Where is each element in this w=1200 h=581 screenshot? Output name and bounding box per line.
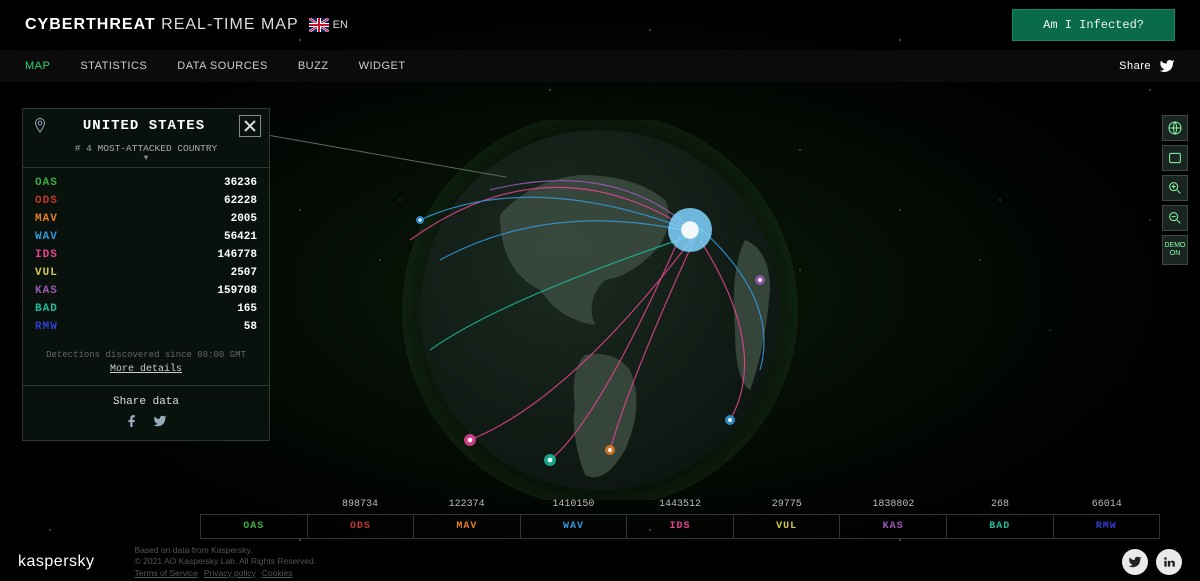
nav-bar: MAP STATISTICS DATA SOURCES BUZZ WIDGET Shar… [0,50,1200,82]
stat-row-mav: MAV2005 [35,210,257,228]
twitter-icon [1159,58,1175,74]
stat-row-ids: IDS146778 [35,246,257,264]
footer-linkedin-button[interactable] [1156,549,1182,575]
footer-link[interactable]: Privacy policy [204,568,256,578]
legend-item-kas[interactable]: KAS [840,515,947,538]
legend-counts: 8987341223741410150144351229775183880226… [200,499,1160,514]
legend-item-ids[interactable]: IDS [627,515,734,538]
kaspersky-logo[interactable]: kaspersky [18,553,95,571]
legend-item-oas[interactable]: OAS [201,515,308,538]
share-nav[interactable]: Share [1119,58,1175,74]
language-selector[interactable]: EN [309,18,348,32]
footer-legal: Based on data from Kaspersky. © 2021 AO … [135,545,317,578]
language-code: EN [333,19,348,31]
zoom-in-button[interactable] [1162,175,1188,201]
legend-count-bad: 268 [947,499,1054,514]
nav-item-widget[interactable]: WIDGET [359,60,406,72]
globe-view-button[interactable] [1162,115,1188,141]
nav-item-map[interactable]: MAP [25,60,50,72]
footer-links: Terms of Service Privacy policy Cookies [135,568,317,579]
facebook-icon[interactable] [125,414,139,428]
footer-link[interactable]: Terms of Service [135,568,198,578]
more-details-link[interactable]: More details [23,364,269,385]
footer-twitter-button[interactable] [1122,549,1148,575]
demo-toggle-button[interactable]: DEMO ON [1162,235,1188,265]
map-controls: DEMO ON [1162,115,1188,265]
panel-rank[interactable]: # 4 MOST-ATTACKED COUNTRY ▼ [23,143,269,167]
footer: kaspersky Based on data from Kaspersky. … [0,543,1200,581]
legend-item-mav[interactable]: MAV [414,515,521,538]
share-label: Share [1119,60,1151,72]
legend-item-wav[interactable]: WAV [521,515,628,538]
nav-items: MAP STATISTICS DATA SOURCES BUZZ WIDGET [25,60,436,72]
share-data-block: Share data [23,385,269,440]
flat-view-button[interactable] [1162,145,1188,171]
legend-count-ids: 1443512 [627,499,734,514]
infected-check-button[interactable]: Am I Infected? [1012,9,1175,41]
panel-close-button[interactable] [239,115,261,137]
stat-row-vul: VUL2507 [35,264,257,282]
brand-light: REAL-TIME MAP [161,16,298,33]
twitter-icon[interactable] [153,414,167,428]
brand: CYBERTHREAT REAL-TIME MAP [25,16,299,34]
panel-stats: OAS36236ODS62228MAV2005WAV56421IDS146778… [23,168,269,342]
legend-count-oas [200,499,307,514]
footer-socials [1122,549,1182,575]
panel-country-title: UNITED STATES [49,118,239,134]
globe-visualization[interactable] [350,120,850,500]
pin-icon[interactable] [31,117,49,135]
legend-item-ods[interactable]: ODS [308,515,415,538]
country-panel: UNITED STATES # 4 MOST-ATTACKED COUNTRY … [22,108,270,441]
close-icon [244,120,256,132]
flag-uk-icon [309,18,329,32]
brand-bold: CYBERTHREAT [25,16,156,33]
nav-item-statistics[interactable]: STATISTICS [80,60,147,72]
legend-count-wav: 1410150 [520,499,627,514]
legend-item-bad[interactable]: BAD [947,515,1054,538]
share-data-title: Share data [23,396,269,408]
legend-count-vul: 29775 [733,499,840,514]
zoom-out-button[interactable] [1162,205,1188,231]
footer-link[interactable]: Cookies [262,568,293,578]
stat-row-oas: OAS36236 [35,174,257,192]
nav-item-buzz[interactable]: BUZZ [298,60,329,72]
stat-row-rmw: RMW58 [35,318,257,336]
legend-count-kas: 1838802 [840,499,947,514]
chevron-down-icon: ▼ [23,154,269,163]
stat-row-ods: ODS62228 [35,192,257,210]
legend-count-mav: 122374 [413,499,520,514]
legend-count-ods: 898734 [307,499,414,514]
legend: 8987341223741410150144351229775183880226… [200,499,1160,539]
top-bar: CYBERTHREAT REAL-TIME MAP EN Am I Infect… [0,0,1200,50]
stat-row-kas: KAS159708 [35,282,257,300]
legend-bar: OASODSMAVWAVIDSVULKASBADRMW [200,514,1160,539]
nav-item-data-sources[interactable]: DATA SOURCES [177,60,268,72]
legend-count-rmw: 66014 [1053,499,1160,514]
stat-row-bad: BAD165 [35,300,257,318]
legend-item-rmw[interactable]: RMW [1054,515,1160,538]
panel-note: Detections discovered since 08:00 GMT [23,342,269,364]
stat-row-wav: WAV56421 [35,228,257,246]
legend-item-vul[interactable]: VUL [734,515,841,538]
